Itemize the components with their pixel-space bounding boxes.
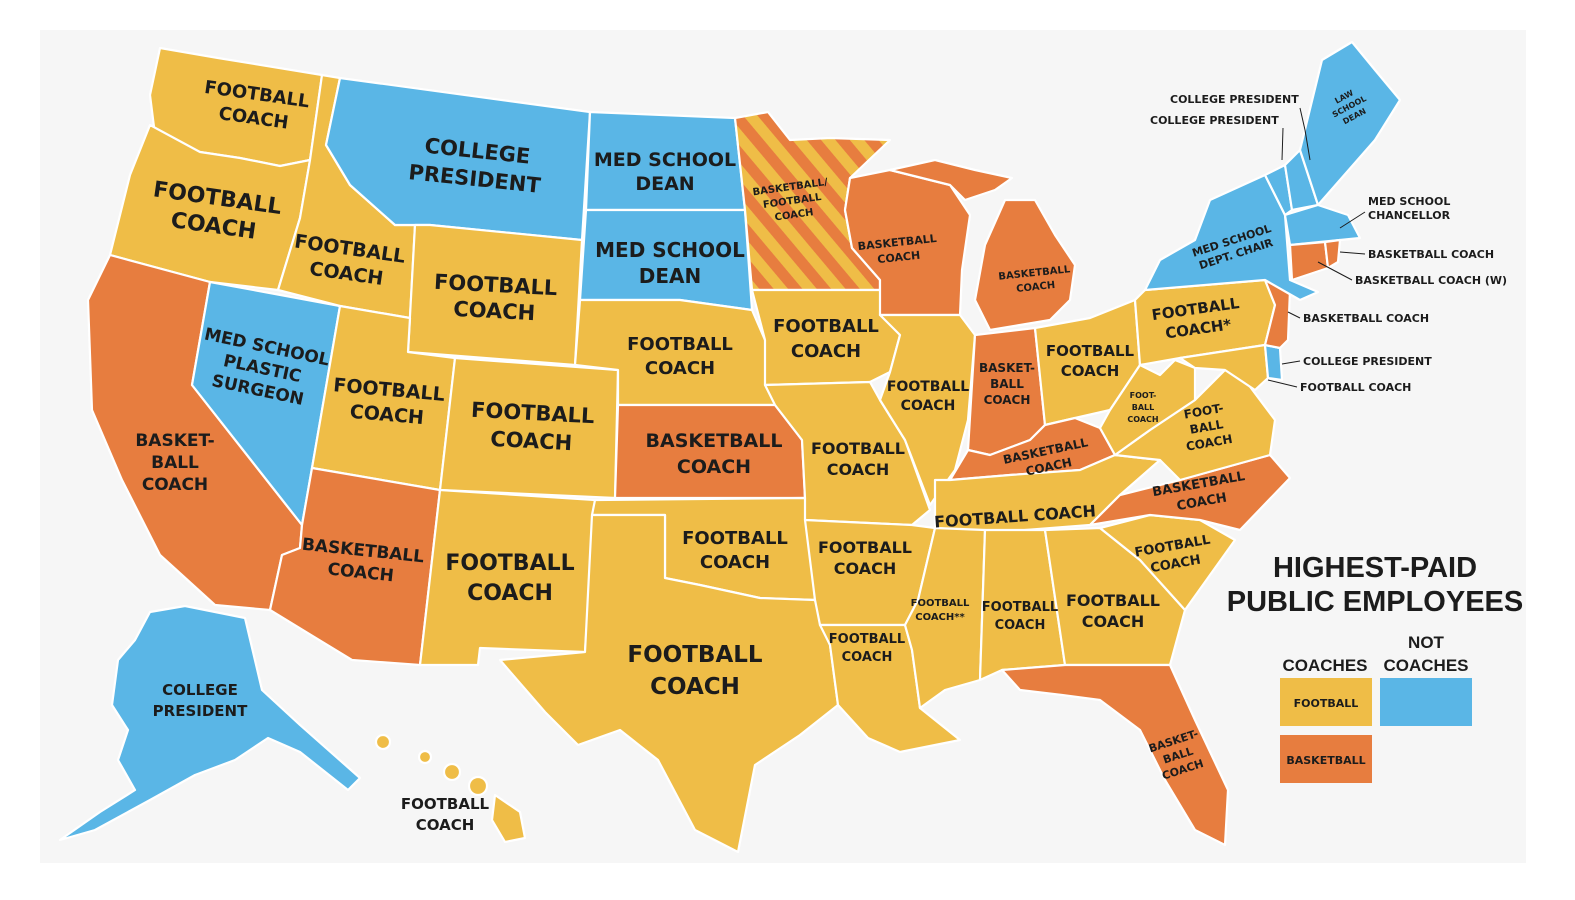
legend-not-coaches-header-line2: COACHES: [1383, 656, 1468, 675]
callout-massachusetts-line2: CHANCELLOR: [1368, 209, 1451, 222]
callout-delaware: COLLEGE PRESIDENT: [1303, 355, 1432, 368]
label-mississippi: FOOTBALL COACH**: [911, 598, 970, 623]
state-shapes: [58, 40, 1402, 854]
label-ohio: FOOTBALL COACH: [1046, 342, 1135, 380]
callout-maryland: FOOTBALL COACH: [1300, 381, 1411, 394]
legend-swatch-not-coaches: [1380, 678, 1472, 726]
legend-title-line1: HIGHEST-PAID: [1273, 552, 1477, 584]
leader-rhode-island: [1339, 251, 1366, 255]
state-michigan-upper: [888, 158, 1014, 202]
state-wyoming: [406, 223, 584, 367]
label-south-dakota: MED SCHOOL DEAN: [595, 238, 745, 288]
label-indiana: BASKET-BALL COACH: [979, 361, 1035, 407]
label-west-virginia: FOOT-BALL COACH: [1127, 391, 1158, 424]
callout-massachusetts: MED SCHOOL: [1368, 195, 1450, 208]
label-alabama: FOOTBALL COACH: [982, 600, 1058, 633]
label-louisiana: FOOTBALL COACH: [829, 632, 905, 665]
state-north-carolina: [1088, 453, 1292, 532]
label-new-mexico: FOOTBALL COACH: [445, 551, 574, 606]
state-texas: [498, 513, 840, 854]
legend-swatch-basketball: [1280, 735, 1372, 783]
state-alaska: [58, 604, 362, 842]
legend-coaches-header: COACHES: [1282, 656, 1367, 675]
leader-massachusetts: [1339, 211, 1366, 229]
leader-new-jersey: [1287, 311, 1301, 319]
label-texas: FOOTBALL COACH: [627, 642, 762, 700]
state-west-virginia: [1098, 358, 1197, 457]
legend-title-line2: PUBLIC EMPLOYEES: [1227, 586, 1524, 618]
legend-football-label: FOOTBALL: [1294, 697, 1359, 710]
state-hawaii: [374, 733, 527, 844]
leader-vermont: [1299, 107, 1311, 161]
label-hawaii: FOOTBALL COACH: [401, 795, 490, 834]
leader-delaware: [1281, 360, 1301, 365]
state-michigan: [973, 198, 1077, 332]
legend-not-coaches-header-line1: NOT: [1408, 633, 1445, 652]
callout-new-jersey: BASKETBALL COACH: [1303, 312, 1429, 325]
label-kansas: BASKETBALL COACH: [646, 430, 783, 478]
label-iowa: FOOTBALL COACH: [773, 316, 879, 362]
label-nebraska: FOOTBALL COACH: [627, 334, 733, 379]
leader-new-hampshire: [1281, 127, 1284, 161]
callout-vermont: COLLEGE PRESIDENT: [1170, 93, 1299, 106]
state-iowa: [750, 288, 902, 387]
callout-rhode-island: BASKETBALL COACH: [1368, 248, 1494, 261]
legend-basketball-label: BASKETBALL: [1286, 754, 1365, 767]
state-delaware: [1263, 343, 1284, 382]
label-georgia: FOOTBALL COACH: [1066, 591, 1160, 631]
state-connecticut: [1288, 240, 1330, 282]
label-arkansas: FOOTBALL COACH: [818, 538, 912, 578]
state-new-mexico: [418, 488, 597, 667]
state-maine: [1298, 40, 1402, 207]
state-florida: [1000, 663, 1230, 847]
state-illinois: [878, 313, 977, 507]
legend: HIGHEST-PAID PUBLIC EMPLOYEES NOT COACHE…: [1227, 552, 1524, 783]
label-nevada: MED SCHOOLPLASTICSURGEON: [193, 324, 331, 413]
label-oklahoma: FOOTBALL COACH: [682, 528, 788, 573]
leader-maryland: [1267, 379, 1298, 388]
label-alaska: COLLEGE PRESIDENT: [153, 681, 248, 720]
state-massachusetts: [1283, 203, 1362, 247]
label-north-dakota: MED SCHOOL DEAN: [594, 149, 736, 195]
callout-connecticut: BASKETBALL COACH (W): [1355, 274, 1507, 287]
callout-new-hampshire: COLLEGE PRESIDENT: [1150, 114, 1279, 127]
label-missouri: FOOTBALL COACH: [811, 439, 905, 479]
callouts: COLLEGE PRESIDENT COLLEGE PRESIDENT MED …: [1150, 93, 1507, 394]
legend-swatch-football: [1280, 678, 1372, 726]
state-rhode-island: [1323, 238, 1342, 270]
label-california: BASKET-BALL COACH: [135, 431, 214, 495]
label-illinois: FOOTBALL COACH: [887, 379, 969, 414]
leader-connecticut: [1317, 261, 1353, 281]
